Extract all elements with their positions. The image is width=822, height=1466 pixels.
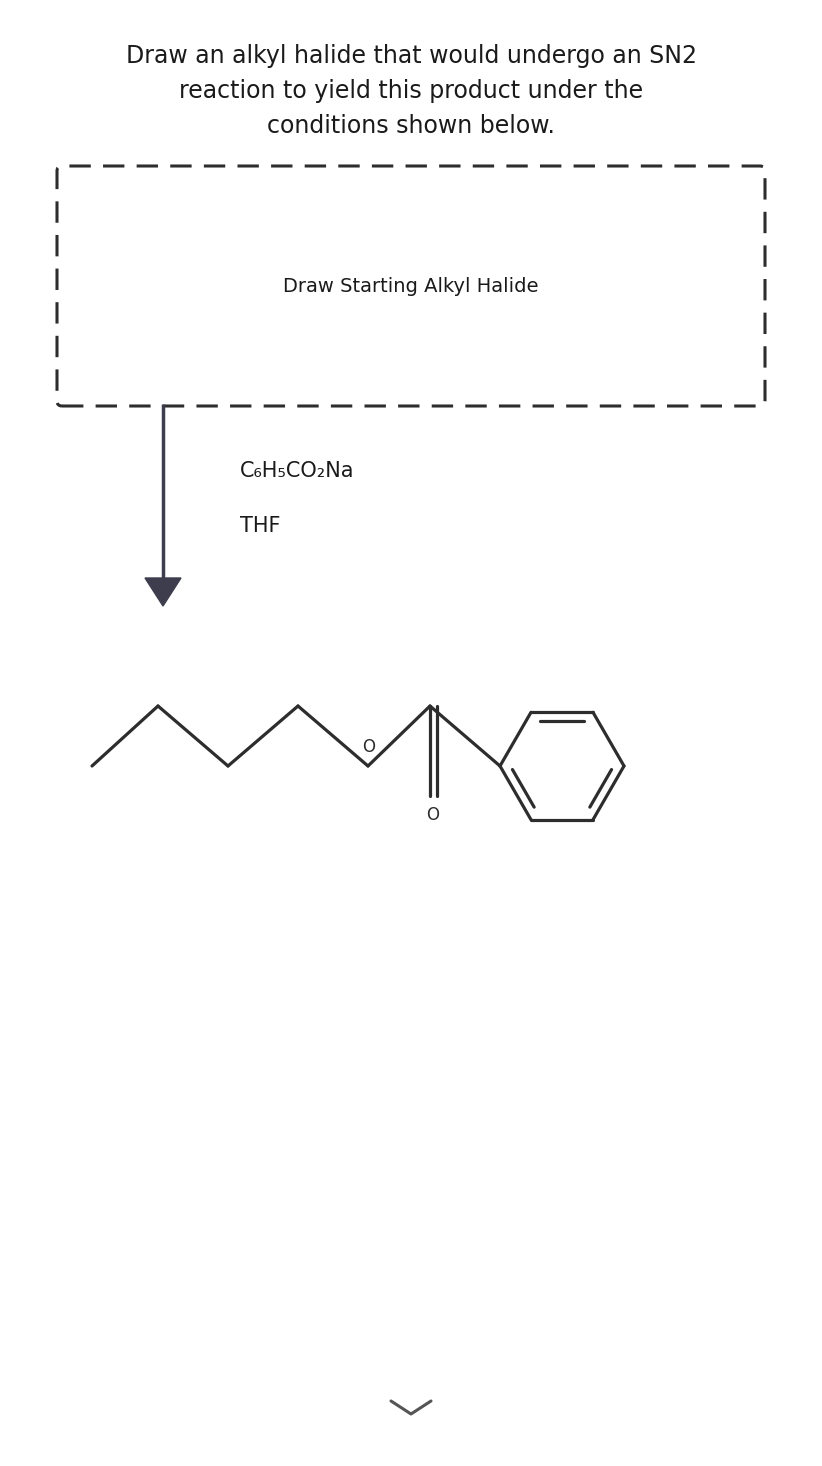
Text: O: O (427, 806, 440, 824)
Text: conditions shown below.: conditions shown below. (267, 114, 555, 138)
Text: O: O (363, 737, 376, 756)
Text: reaction to yield this product under the: reaction to yield this product under the (179, 79, 643, 103)
Text: THF: THF (240, 516, 280, 537)
Text: Draw Starting Alkyl Halide: Draw Starting Alkyl Halide (284, 277, 538, 296)
Text: C₆H₅CO₂Na: C₆H₅CO₂Na (240, 460, 354, 481)
Text: Draw an alkyl halide that would undergo an SN2: Draw an alkyl halide that would undergo … (126, 44, 696, 67)
Polygon shape (145, 578, 181, 605)
